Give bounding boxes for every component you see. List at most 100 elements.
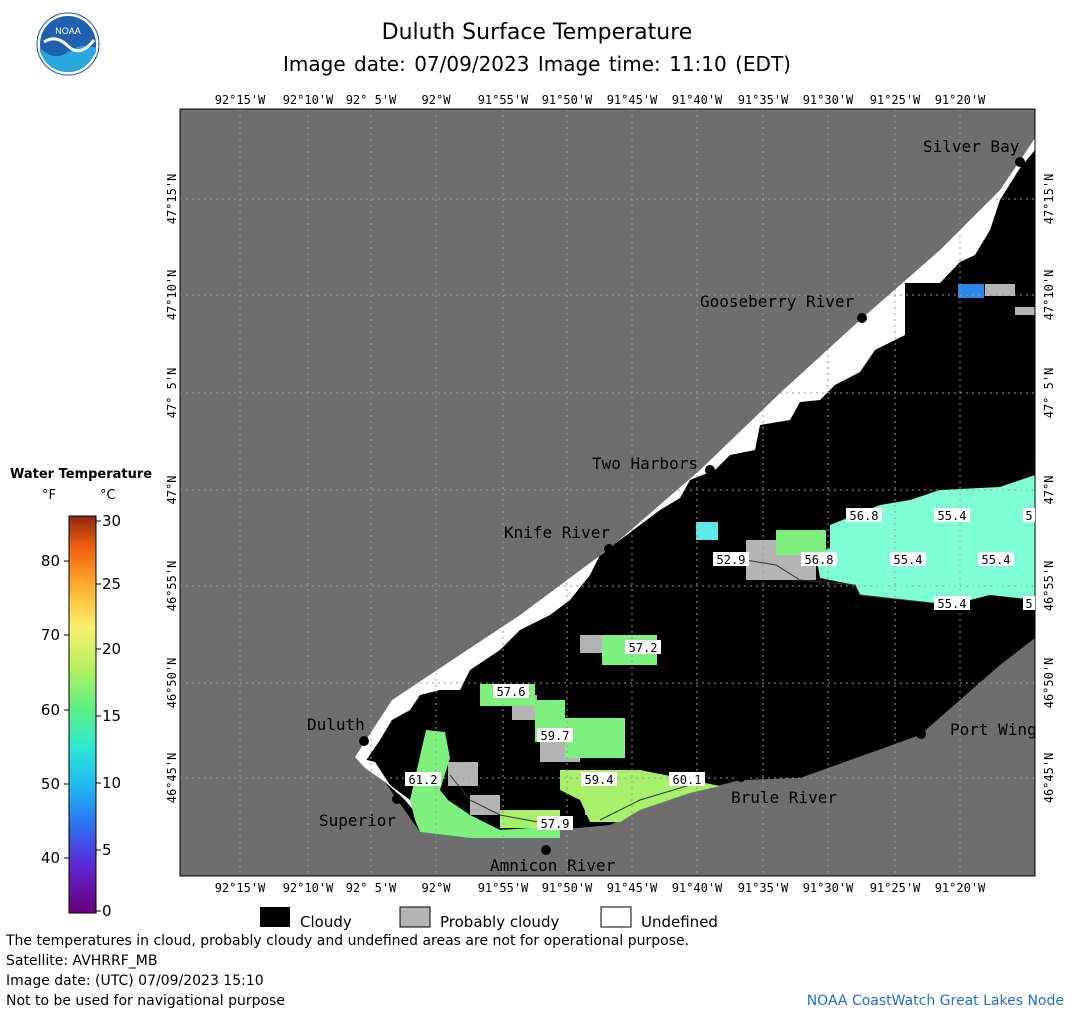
longitude-label: 91°30'W <box>803 881 854 895</box>
temperature-label-box <box>625 640 661 654</box>
temperature-label-box <box>713 552 749 566</box>
temperature-label-box <box>405 772 441 786</box>
latitude-labels-left: 47°15'N 47°10'N 47° 5'N 47°N 46°55'N 46°50'N 4… <box>165 174 179 804</box>
temperature-label: 52.9 <box>717 553 746 567</box>
longitude-label: 92°W <box>422 93 452 107</box>
place-label-superior: Superior <box>319 811 396 830</box>
longitude-label: 91°20'W <box>935 93 986 107</box>
temperature-label-box <box>493 684 529 698</box>
svg-text:NOAA: NOAA <box>55 26 81 36</box>
longitude-label: 91°35'W <box>738 93 789 107</box>
longitude-labels-top: 92°15'W 92°10'W 92° 5'W 92°W 91°55'W 91°50'W 9… <box>215 93 986 107</box>
temperature-label: 56.8 <box>805 553 834 567</box>
legend-f-tick: 50 <box>41 775 60 793</box>
longitude-label: 91°45'W <box>607 881 658 895</box>
legend-c-tick: 5 <box>102 841 112 859</box>
latitude-label: 46°55'N <box>165 561 179 612</box>
temperature-region-aqua <box>816 475 1035 605</box>
lake-cloudy-area <box>355 138 1035 838</box>
footer-satellite: Satellite: AVHRRF_MB <box>6 953 158 969</box>
image-date-time: Image date: 07/09/2023 Image time: 11:10… <box>283 52 791 76</box>
longitude-label: 92° 5'W <box>346 881 397 895</box>
temperature-label: 59.4 <box>585 773 614 787</box>
longitude-label: 91°55'W <box>478 881 529 895</box>
temperature-label-box <box>801 552 837 566</box>
temperature-label: 5 <box>1025 597 1032 611</box>
footer-credit-link[interactable]: NOAA CoastWatch Great Lakes Node <box>806 993 1064 1009</box>
longitude-label: 91°50'W <box>542 93 593 107</box>
temperature-label: 55.4 <box>938 597 967 611</box>
longitude-label: 92°10'W <box>283 881 334 895</box>
legend-c-tick: 20 <box>102 640 121 658</box>
temperature-label-box <box>846 508 882 522</box>
page-title: Duluth Surface Temperature <box>381 20 693 45</box>
longitude-label: 91°50'W <box>542 881 593 895</box>
place-markers <box>359 157 1025 855</box>
place-label-port-wing: Port Wing <box>950 720 1037 739</box>
key-undefined-swatch <box>600 906 632 928</box>
temperature-label: 57.9 <box>541 817 570 831</box>
place-label-brule-river: Brule River <box>731 788 837 807</box>
latitude-label: 46°50'N <box>1042 658 1056 709</box>
key-probably-cloudy-label: Probably cloudy <box>440 913 559 931</box>
footer-navigation-warning: Not to be used for navigational purpose <box>6 993 285 1009</box>
temperature-label: 55.4 <box>982 553 1011 567</box>
latitude-label: 46°45'N <box>1042 753 1056 804</box>
place-label-amnicon-river: Amnicon River <box>490 856 616 875</box>
legend-c-tick: 10 <box>102 774 121 792</box>
longitude-label: 91°45'W <box>607 93 658 107</box>
longitude-label: 91°55'W <box>478 93 529 107</box>
key-probably-cloudy-swatch <box>399 906 431 928</box>
key-undefined-label: Undefined <box>641 913 718 931</box>
place-label-duluth: Duluth <box>307 715 365 734</box>
temperature-label-box <box>890 552 926 566</box>
legend-c-tick: 15 <box>102 707 121 725</box>
longitude-label: 91°25'W <box>870 93 921 107</box>
color-scale-ticks <box>64 520 101 912</box>
contour-lines <box>449 559 951 827</box>
temperature-label-box <box>581 772 617 786</box>
temperature-label-box <box>537 728 573 742</box>
footer-utc-date: Image date: (UTC) 07/09/2023 15:10 <box>6 973 264 989</box>
temperature-label: 55.4 <box>894 553 923 567</box>
legend-fahrenheit-ticks: 80 70 60 50 40 <box>41 552 60 867</box>
legend-c-tick: 25 <box>102 575 121 593</box>
legend-f-tick: 80 <box>41 552 60 570</box>
temperature-label: 55.4 <box>938 509 967 523</box>
longitude-label: 91°25'W <box>870 881 921 895</box>
latitude-label: 46°45'N <box>165 753 179 804</box>
legend-c-tick: 0 <box>102 902 112 920</box>
key-cloudy-label: Cloudy <box>300 913 352 931</box>
latitude-label: 46°50'N <box>165 658 179 709</box>
footer-disclaimer: The temperatures in cloud, probably clou… <box>6 933 690 949</box>
longitude-label: 91°20'W <box>935 881 986 895</box>
temperature-label: 5 <box>1025 509 1032 523</box>
undefined-shore-south <box>355 757 420 818</box>
legend-c-label: °C <box>100 488 116 503</box>
longitude-label: 92°15'W <box>215 881 266 895</box>
latitude-label: 47°15'N <box>1042 174 1056 225</box>
temperature-label: 57.2 <box>629 641 658 655</box>
temperature-value-labels: 56.8 55.4 5 52.9 56.8 55.4 55.4 55.4 5 57.2 57.6 59… <box>405 508 1035 831</box>
legend-f-tick: 40 <box>41 849 60 867</box>
place-label-knife-river: Knife River <box>504 523 610 542</box>
temperature-label: 61.2 <box>409 773 438 787</box>
temperature-label: 59.7 <box>541 729 570 743</box>
latitude-label: 47°N <box>165 476 179 505</box>
noaa-logo-icon: NOAA <box>36 12 100 76</box>
temperature-region-blue <box>958 284 984 298</box>
legend-f-tick: 70 <box>41 626 60 644</box>
latitude-labels-right: 47°15'N 47°10'N 47° 5'N 47°N 46°55'N 46°50'N 4… <box>1042 174 1056 804</box>
temperature-label-box <box>1023 596 1035 610</box>
legend-celsius-ticks: 30 25 20 15 10 5 0 <box>102 512 121 920</box>
graticule <box>180 109 1035 876</box>
latitude-label: 47°15'N <box>165 174 179 225</box>
latitude-label: 47°10'N <box>1042 270 1056 321</box>
latitude-label: 47° 5'N <box>1042 368 1056 419</box>
longitude-label: 92°W <box>422 881 452 895</box>
temperature-label: 56.8 <box>850 509 879 523</box>
legend-f-label: °F <box>42 488 56 503</box>
latitude-label: 47°10'N <box>165 270 179 321</box>
temperature-label-box <box>934 508 970 522</box>
